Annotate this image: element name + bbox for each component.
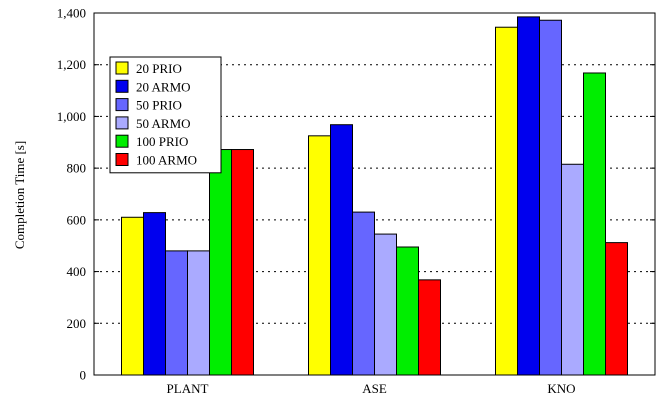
bar-kno-100-prio — [583, 72, 606, 376]
y-tick-label: 1,400 — [57, 6, 86, 21]
bar-ase-50-prio — [352, 211, 375, 376]
bar-ase-100-armo — [418, 279, 441, 376]
x-axis: PLANT ASE KNO — [167, 370, 576, 396]
x-tick-label: ASE — [362, 381, 387, 396]
bar-plant-100-prio — [209, 149, 232, 376]
legend: 20 PRIO 20 ARMO 50 PRIO 50 ARMO 100 PRIO 100 … — [109, 56, 222, 174]
bar-kno-100-armo — [605, 242, 628, 376]
bar-plant-20-prio — [121, 216, 144, 376]
bars — [121, 16, 628, 376]
bar-ase-100-prio — [396, 246, 419, 376]
y-axis: 0 200 400 600 800 1,000 1,200 1,400 — [57, 6, 655, 383]
bar-plant-50-prio — [165, 250, 188, 376]
legend-swatch — [115, 116, 129, 130]
bar-plant-50-armo — [187, 250, 210, 376]
legend-label: 50 PRIO — [136, 98, 182, 113]
bar-kno-20-armo — [517, 16, 540, 376]
y-tick-label: 800 — [67, 161, 87, 176]
legend-swatch — [115, 79, 129, 93]
legend-swatch — [115, 61, 129, 75]
legend-swatch — [115, 98, 129, 112]
legend-label: 100 ARMO — [136, 153, 197, 168]
legend-swatch — [115, 153, 129, 166]
bar-plant-100-armo — [231, 149, 254, 376]
y-tick-label: 1,200 — [57, 57, 86, 72]
y-tick-label: 0 — [80, 368, 87, 383]
legend-label: 20 PRIO — [136, 61, 182, 76]
x-tick-label: PLANT — [167, 381, 209, 396]
y-axis-label: Completion Time [s] — [12, 141, 27, 249]
legend-label: 50 ARMO — [136, 116, 191, 131]
bar-ase-50-armo — [374, 233, 397, 376]
y-tick-label: 200 — [67, 316, 87, 331]
bar-kno-50-armo — [561, 163, 584, 376]
x-tick-label: KNO — [547, 381, 575, 396]
bar-ase-20-prio — [308, 135, 331, 376]
bar-ase-20-armo — [330, 124, 353, 376]
y-tick-label: 600 — [67, 212, 87, 227]
legend-label: 100 PRIO — [136, 134, 188, 149]
bar-kno-20-prio — [495, 26, 518, 376]
legend-swatch — [115, 134, 129, 148]
bar-kno-50-prio — [539, 19, 562, 376]
y-tick-label: 400 — [67, 264, 87, 279]
legend-label: 20 ARMO — [136, 79, 191, 94]
y-tick-label: 1,000 — [57, 109, 86, 124]
bar-plant-20-armo — [143, 212, 166, 376]
